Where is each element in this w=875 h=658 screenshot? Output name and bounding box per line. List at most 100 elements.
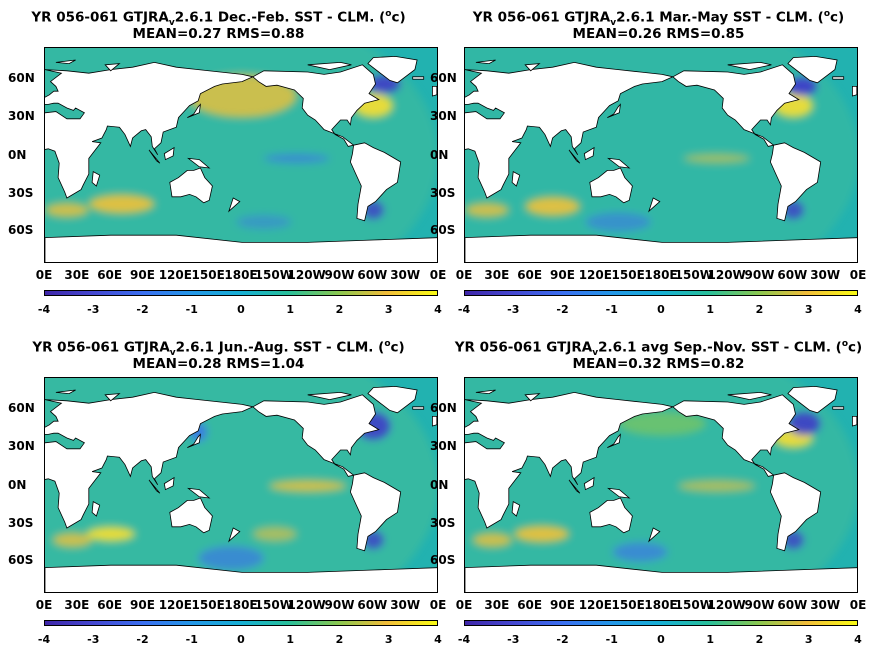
colorbar-tick-label: -4 [37,303,51,316]
title-text: 2.6.1 avg Sep.-Nov. SST - CLM. ( [598,339,842,356]
colorbar-tick-label: 4 [434,633,442,646]
title-text: YR 056-061 GTJRA [472,9,611,26]
title-text: c) [390,339,405,356]
colorbar-tick-label: 2 [335,633,344,646]
longitude-label: 0E [455,268,473,282]
title-text: c) [848,339,863,356]
longitude-label: 0E [849,268,867,282]
colorbar [44,290,438,296]
longitude-label: 120E [578,598,612,612]
map-panel: YR 056-061 GTJRAv2.6.1 Jun.-Aug. SST - C… [0,330,446,658]
sst-anomaly-map [464,47,858,263]
longitude-label: 30W [390,598,421,612]
colorbar-tick-label: 1 [706,633,715,646]
longitude-label: 30W [390,268,421,282]
colorbar-tick-label: 1 [706,303,715,316]
latitude-label: 30N [8,109,35,123]
colorbar-tick-label: 3 [384,633,393,646]
panel-stats: MEAN=0.27 RMS=0.88 [132,26,305,42]
longitude-label: 60E [517,268,543,282]
colorbar-tick-label: 0 [657,303,665,316]
longitude-label: 120E [578,268,612,282]
panel-stats: MEAN=0.26 RMS=0.85 [572,26,745,42]
title-superscript: o [841,339,849,349]
longitude-label: 150W [254,268,293,282]
longitude-label: 90W [324,598,355,612]
map-panel: YR 056-061 GTJRAv2.6.1 avg Sep.-Nov. SST… [420,330,866,658]
colorbar-tick-label: 0 [657,633,665,646]
longitude-label: 90W [324,268,355,282]
colorbar-tick-label: -1 [605,303,618,316]
colorbar-tick-label: 3 [384,303,393,316]
longitude-label: 60W [777,598,808,612]
sst-anomaly-map [44,377,438,593]
colorbar-tick-label: -2 [556,303,569,316]
longitude-label: 150E [611,598,645,612]
colorbar [44,620,438,626]
latitude-label: 30S [8,516,34,530]
longitude-label: 90E [130,268,155,282]
colorbar-tick-label: -1 [185,303,198,316]
colorbar-tick-label: -4 [457,303,471,316]
longitude-label: 180E [224,598,258,612]
longitude-label: 0E [429,598,447,612]
latitude-label: 60S [430,553,456,567]
longitude-label: 0E [35,598,53,612]
title-subscript: v [592,348,599,359]
panel-title: YR 056-061 GTJRAv2.6.1 Jun.-Aug. SST - C… [0,336,437,362]
title-superscript: o [384,339,391,349]
latitude-label: 30N [430,109,457,123]
longitude-label: 60W [357,598,388,612]
latitude-label: 30N [8,439,35,453]
longitude-label: 180E [224,268,258,282]
colorbar-tick-label: 0 [237,633,245,646]
longitude-label: 90E [550,268,575,282]
longitude-label: 0E [35,268,53,282]
title-text: YR 056-061 GTJRA [31,9,169,26]
longitude-label: 0E [455,598,473,612]
colorbar-tick-label: -3 [87,633,100,646]
colorbar-tick-label: -1 [185,633,198,646]
colorbar-tick-label: -3 [507,303,520,316]
longitude-label: 90E [550,598,575,612]
map-panel: YR 056-061 GTJRAv2.6.1 Mar.-May SST - CL… [420,0,866,328]
longitude-label: 0E [849,598,867,612]
latitude-label: 0N [8,148,27,162]
colorbar-tick-label: -2 [556,633,569,646]
longitude-label: 30E [64,598,90,612]
latitude-label: 0N [430,148,449,162]
sst-anomaly-map [464,377,858,593]
longitude-label: 60E [517,598,543,612]
longitude-label: 180E [644,268,678,282]
title-text: 2.6.1 Mar.-May SST - CLM. ( [616,9,824,26]
title-text: YR 056-061 GTJRA [32,339,170,356]
longitude-label: 30W [810,598,841,612]
longitude-label: 150E [191,268,225,282]
longitude-label: 120E [158,598,192,612]
colorbar-tick-label: 2 [335,303,344,316]
latitude-label: 60N [8,401,35,415]
latitude-label: 60N [430,71,457,85]
colorbar-tick-label: -3 [87,303,100,316]
colorbar-tick-label: 2 [755,303,764,316]
panel-title: YR 056-061 GTJRAv2.6.1 avg Sep.-Nov. SST… [440,336,875,362]
longitude-label: 90W [744,268,775,282]
colorbar [464,290,858,296]
longitude-label: 60E [97,598,123,612]
colorbar-tick-label: -1 [605,633,618,646]
title-text: 2.6.1 Dec.-Feb. SST - CLM. ( [174,9,386,26]
longitude-label: 60E [97,268,123,282]
longitude-label: 90E [130,598,155,612]
latitude-label: 60N [8,71,35,85]
title-superscript: o [823,9,831,19]
longitude-label: 150W [674,268,713,282]
colorbar-tick-label: 4 [854,633,862,646]
longitude-label: 120W [707,598,746,612]
longitude-label: 30E [64,268,90,282]
longitude-label: 90W [744,598,775,612]
colorbar-tick-label: -2 [136,303,149,316]
title-text: 2.6.1 Jun.-Aug. SST - CLM. ( [175,339,385,356]
longitude-label: 150W [674,598,713,612]
longitude-label: 120W [287,598,326,612]
latitude-label: 0N [8,478,27,492]
